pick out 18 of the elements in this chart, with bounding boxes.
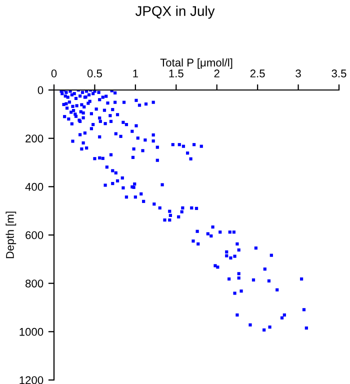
x-tick-label: 0 — [51, 70, 57, 78]
chart-title: JPQX in July — [135, 6, 215, 19]
x-tick-label: 2.5 — [250, 70, 265, 78]
x-tick-label: 2 — [214, 70, 220, 78]
y-tick-label: 0 — [38, 86, 44, 94]
y-tick-label: 800 — [26, 280, 44, 288]
x-tick-label: 3.5 — [332, 70, 346, 78]
y-tick-label: 600 — [26, 231, 44, 240]
x-tick-label: 0.5 — [87, 70, 102, 78]
y-axis-title: Depth [m] — [6, 212, 16, 258]
x-axis-title: Total P [μmol/l] — [160, 58, 232, 69]
y-tick-label: 1000 — [20, 328, 44, 336]
x-tick-label: 1.5 — [169, 70, 184, 78]
y-tick-label: 200 — [26, 134, 44, 142]
x-tick-label: 3 — [296, 70, 301, 78]
y-tick-label: 400 — [25, 182, 44, 191]
y-tick-label: 1200 — [20, 376, 44, 384]
x-tick-label: 1 — [133, 70, 138, 78]
